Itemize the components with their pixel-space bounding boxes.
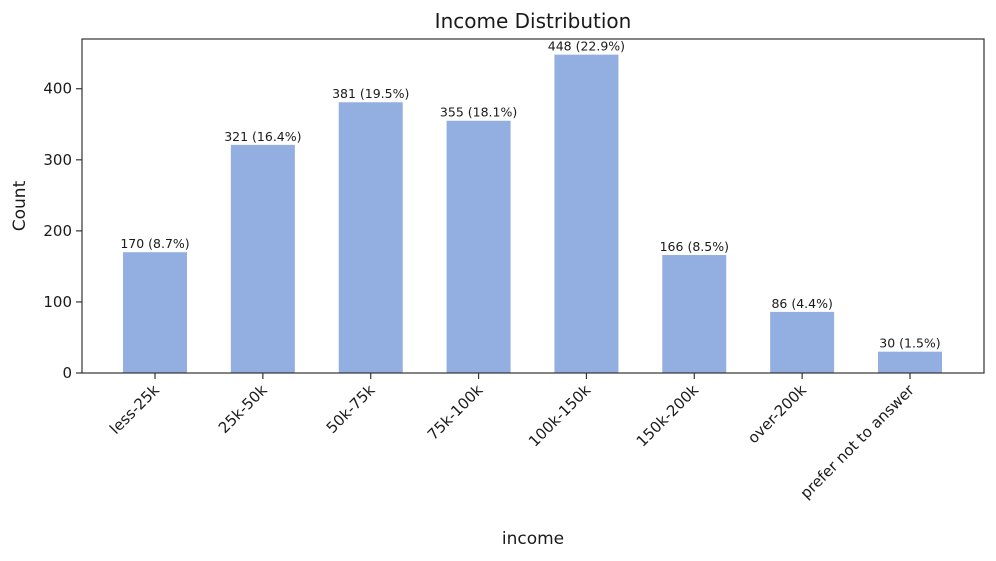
bar-data-label: 86 (4.4%) bbox=[771, 296, 832, 311]
y-tick-label: 200 bbox=[43, 222, 72, 240]
bar-7 bbox=[878, 351, 942, 373]
bar-2 bbox=[338, 102, 403, 373]
y-tick-label: 100 bbox=[43, 293, 72, 311]
bar-data-label: 355 (18.1%) bbox=[440, 105, 517, 120]
bar-data-label: 448 (22.9%) bbox=[548, 39, 625, 54]
x-axis: less-25k 25k-50k 50k-75k 75k-100k 100k-150k 1… bbox=[106, 373, 918, 502]
bar-data-label: 30 (1.5%) bbox=[879, 336, 940, 351]
x-tick-label: 50k-75k bbox=[323, 381, 379, 437]
bar-data-label: 170 (8.7%) bbox=[120, 236, 189, 251]
x-tick-label: 100k-150k bbox=[525, 381, 595, 451]
data-labels-layer: 170 (8.7%) 321 (16.4%) 381 (19.5%) 355 (18.… bbox=[120, 39, 940, 351]
bar-data-label: 381 (19.5%) bbox=[332, 86, 409, 101]
x-axis-label: income bbox=[502, 529, 564, 549]
y-tick-label: 400 bbox=[43, 80, 72, 98]
y-tick-label: 0 bbox=[62, 364, 72, 382]
bar-3 bbox=[446, 120, 511, 373]
bars-layer bbox=[123, 54, 942, 374]
x-tick-label: 25k-50k bbox=[215, 381, 271, 437]
bar-1 bbox=[230, 144, 295, 373]
chart-title: Income Distribution bbox=[435, 9, 632, 33]
x-tick-label: less-25k bbox=[106, 381, 163, 438]
bar-5 bbox=[662, 255, 727, 373]
x-tick-label: 75k-100k bbox=[424, 381, 487, 444]
bar-0 bbox=[123, 252, 187, 373]
x-tick-label: over-200k bbox=[744, 381, 810, 447]
bar-data-label: 321 (16.4%) bbox=[224, 129, 301, 144]
x-tick-label: 150k-200k bbox=[633, 381, 703, 451]
y-tick-label: 300 bbox=[43, 151, 72, 169]
bar-data-label: 166 (8.5%) bbox=[660, 239, 729, 254]
plot-frame bbox=[81, 38, 985, 374]
x-tick-label: prefer not to answer bbox=[797, 381, 919, 503]
y-axis-label: Count bbox=[10, 180, 30, 231]
bar-6 bbox=[770, 311, 835, 373]
bar-4 bbox=[554, 54, 619, 374]
y-axis: 0 100 200 300 400 bbox=[43, 80, 82, 382]
